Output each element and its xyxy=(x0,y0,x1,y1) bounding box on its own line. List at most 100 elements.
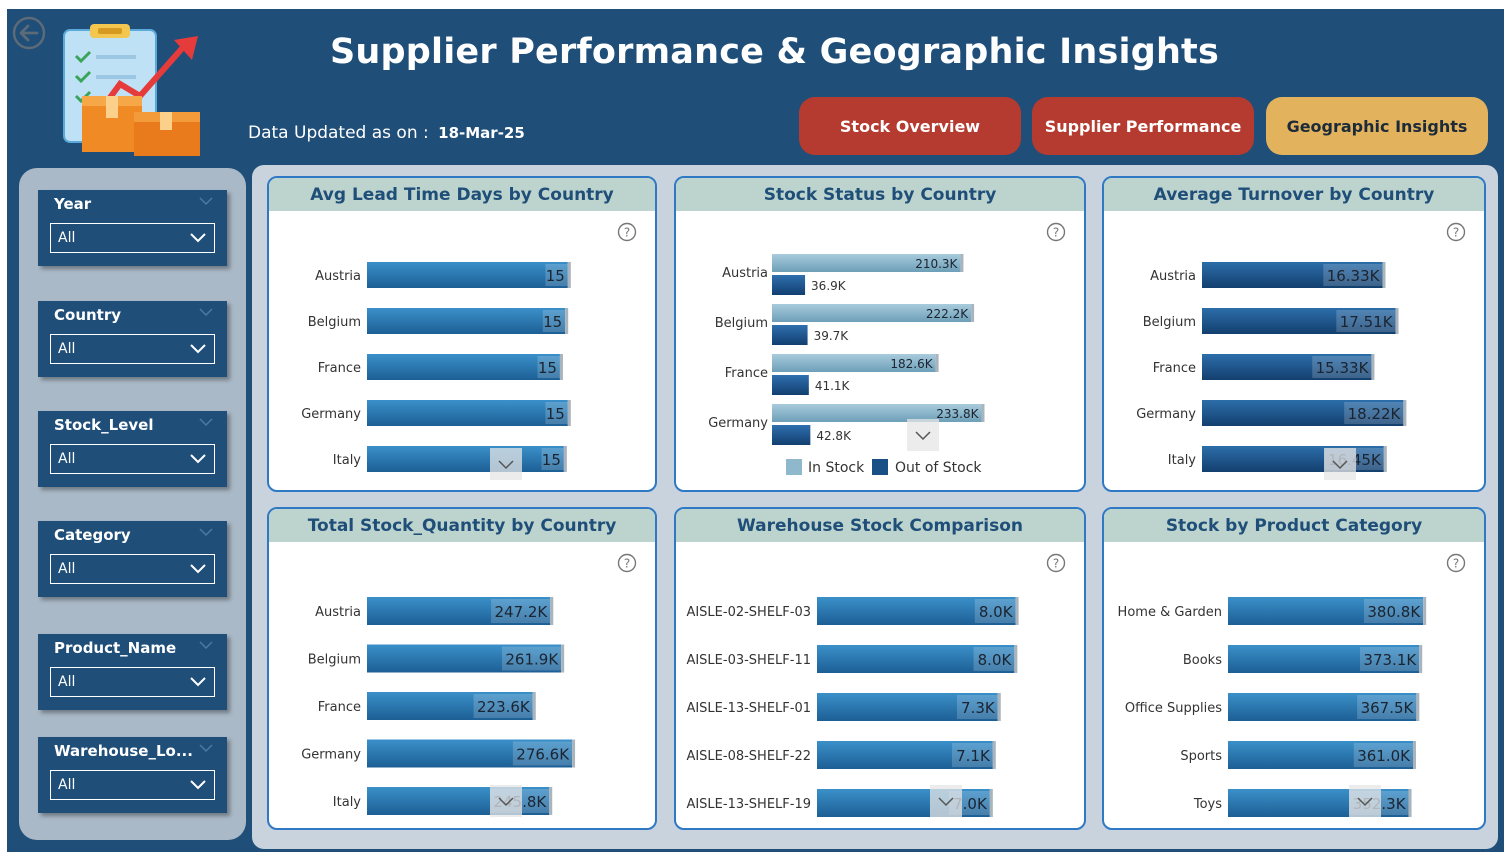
scroll-down-button[interactable] xyxy=(1349,785,1381,817)
chevron-down-icon[interactable] xyxy=(190,564,206,574)
bar-in-stock[interactable] xyxy=(772,304,972,322)
chevron-down-icon[interactable] xyxy=(1357,797,1373,807)
category-label: Books xyxy=(1183,653,1222,668)
chevron-down-icon[interactable] xyxy=(199,743,213,753)
slicer-country[interactable]: Country All xyxy=(38,301,227,377)
chevron-down-icon[interactable] xyxy=(190,454,206,464)
bar[interactable] xyxy=(367,597,551,625)
chevron-down-icon[interactable] xyxy=(199,196,213,206)
slicer-title: Country xyxy=(54,306,122,324)
slicer-value: All xyxy=(58,230,76,246)
bar[interactable] xyxy=(1202,308,1396,334)
data-label: 15.33K xyxy=(1316,359,1370,377)
slicer-year[interactable]: Year All xyxy=(38,190,227,266)
bar-out-of-stock[interactable] xyxy=(772,425,811,445)
chevron-down-icon[interactable] xyxy=(199,527,213,537)
bar-out-of-stock[interactable] xyxy=(772,325,808,345)
data-label: 373.1K xyxy=(1363,651,1417,669)
slicer-dropdown[interactable]: All xyxy=(50,223,215,253)
bar[interactable] xyxy=(367,644,562,673)
bar[interactable] xyxy=(1202,400,1404,426)
bar[interactable] xyxy=(367,354,560,380)
bar[interactable] xyxy=(1228,741,1414,769)
bar[interactable] xyxy=(1228,645,1420,673)
bar-in-stock[interactable] xyxy=(772,404,982,422)
scroll-down-button[interactable] xyxy=(1324,448,1356,480)
category-label: Austria xyxy=(315,269,361,284)
chevron-down-icon[interactable] xyxy=(498,460,514,470)
chevron-down-icon[interactable] xyxy=(190,677,206,687)
data-label-bg xyxy=(952,743,993,767)
data-label-bg xyxy=(1353,743,1414,767)
bar[interactable] xyxy=(367,739,573,768)
slicer-product-name[interactable]: Product_Name All xyxy=(38,634,227,710)
bar[interactable] xyxy=(817,741,993,769)
slicer-dropdown[interactable]: All xyxy=(50,770,215,800)
scroll-down-button[interactable] xyxy=(907,419,939,451)
help-icon[interactable]: ? xyxy=(1046,222,1066,242)
chevron-down-icon[interactable] xyxy=(199,417,213,427)
geographic-insights-button[interactable]: Geographic Insights xyxy=(1266,97,1488,155)
bar[interactable] xyxy=(817,645,1015,673)
data-label: 36.9K xyxy=(811,279,847,293)
bar-in-stock[interactable] xyxy=(772,254,961,272)
bar[interactable] xyxy=(1228,597,1424,625)
slicer-dropdown[interactable]: All xyxy=(50,334,215,364)
chevron-down-icon[interactable] xyxy=(498,797,514,807)
bar-out-of-stock[interactable] xyxy=(772,275,806,295)
chevron-down-icon[interactable] xyxy=(190,344,206,354)
chevron-down-icon[interactable] xyxy=(1332,460,1348,470)
bar[interactable] xyxy=(1202,354,1372,380)
bar-out-of-stock[interactable] xyxy=(772,375,809,395)
slicer-stock-level[interactable]: Stock_Level All xyxy=(38,411,227,487)
slicer-warehouse-location[interactable]: Warehouse_Lo... All xyxy=(38,737,227,813)
data-label: 210.3K xyxy=(915,257,958,271)
bar[interactable] xyxy=(817,597,1016,625)
category-label: France xyxy=(318,700,361,715)
category-label: Austria xyxy=(1150,269,1196,284)
bar-end-shadow xyxy=(1419,645,1423,673)
slicer-dropdown[interactable]: All xyxy=(50,554,215,584)
bar[interactable] xyxy=(367,308,566,334)
bar-end-shadow xyxy=(1015,597,1019,625)
slicer-category[interactable]: Category All xyxy=(38,521,227,597)
help-icon[interactable]: ? xyxy=(617,553,637,573)
bar-end-shadow xyxy=(992,741,996,769)
chevron-down-icon[interactable] xyxy=(190,780,206,790)
bar-in-stock[interactable] xyxy=(772,354,936,372)
legend-label[interactable]: In Stock xyxy=(808,460,865,476)
help-icon[interactable]: ? xyxy=(1446,553,1466,573)
bar[interactable] xyxy=(367,446,564,472)
supplier-performance-button[interactable]: Supplier Performance xyxy=(1032,97,1254,155)
chevron-down-icon[interactable] xyxy=(915,431,931,441)
updated-label: Data Updated as on : xyxy=(248,123,429,143)
category-label: Germany xyxy=(1136,407,1196,422)
category-label: Toys xyxy=(1193,797,1222,812)
category-label: Italy xyxy=(333,795,362,810)
help-icon[interactable]: ? xyxy=(1446,222,1466,242)
bar[interactable] xyxy=(1228,693,1417,721)
chevron-down-icon[interactable] xyxy=(199,307,213,317)
chevron-down-icon[interactable] xyxy=(938,797,954,807)
bar[interactable] xyxy=(817,693,998,721)
data-label-bg xyxy=(1312,356,1372,378)
scroll-down-button[interactable] xyxy=(490,785,522,817)
bar[interactable] xyxy=(367,692,533,720)
stock-overview-button[interactable]: Stock Overview xyxy=(799,97,1021,155)
chevron-down-icon[interactable] xyxy=(190,233,206,243)
scroll-down-button[interactable] xyxy=(930,785,962,817)
help-icon[interactable]: ? xyxy=(1046,553,1066,573)
help-icon[interactable]: ? xyxy=(617,222,637,242)
bar[interactable] xyxy=(367,400,568,426)
scroll-down-button[interactable] xyxy=(490,448,522,480)
back-arrow-icon[interactable] xyxy=(12,16,46,50)
slicer-dropdown[interactable]: All xyxy=(50,667,215,697)
category-label: France xyxy=(318,361,361,376)
slicer-dropdown[interactable]: All xyxy=(50,444,215,474)
data-label: 261.9K xyxy=(505,651,559,669)
bar[interactable] xyxy=(1202,262,1383,288)
bar[interactable] xyxy=(367,262,568,288)
chevron-down-icon[interactable] xyxy=(199,640,213,650)
legend-label[interactable]: Out of Stock xyxy=(895,460,982,476)
svg-text:?: ? xyxy=(1053,226,1059,240)
